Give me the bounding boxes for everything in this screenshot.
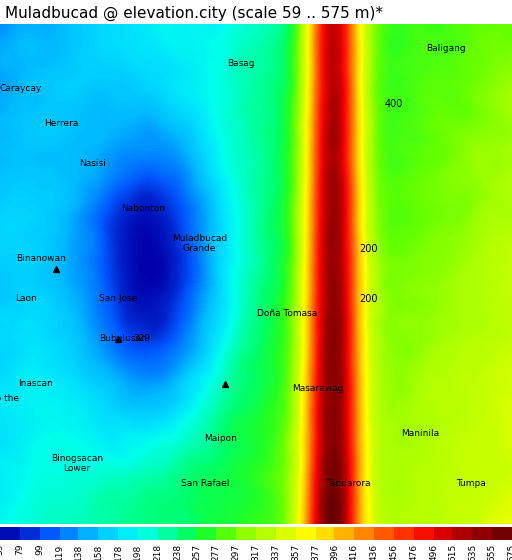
Bar	[394, 528, 414, 540]
Text: 496: 496	[429, 544, 438, 560]
Bar	[0, 528, 20, 540]
Bar	[334, 528, 354, 540]
Text: 515: 515	[448, 544, 457, 560]
Bar	[98, 528, 118, 540]
Bar	[492, 528, 512, 540]
Text: San Jose: San Jose	[99, 294, 137, 303]
Bar	[434, 528, 453, 540]
Text: 555: 555	[487, 544, 497, 560]
Bar	[236, 528, 256, 540]
Text: 436: 436	[370, 544, 378, 560]
Text: 200: 200	[359, 293, 378, 304]
Text: Maninila: Maninila	[401, 429, 439, 438]
Text: 317: 317	[251, 544, 261, 560]
Text: 377: 377	[311, 544, 320, 560]
Bar	[178, 528, 197, 540]
Bar	[374, 528, 394, 540]
Text: 200: 200	[359, 244, 378, 254]
Bar	[20, 528, 40, 540]
Text: 238: 238	[173, 544, 182, 560]
Text: 218: 218	[153, 544, 162, 560]
Text: Nabonton: Nabonton	[121, 204, 165, 213]
Text: San Rafael: San Rafael	[181, 479, 229, 488]
Bar	[59, 528, 78, 540]
Text: 277: 277	[212, 544, 221, 560]
Bar	[256, 528, 276, 540]
Bar	[40, 528, 59, 540]
Text: Basag: Basag	[227, 59, 254, 68]
Text: Nasisi: Nasisi	[79, 159, 105, 168]
Text: Doña Tomasa: Doña Tomasa	[257, 309, 317, 318]
Bar	[296, 528, 315, 540]
Text: 329: 329	[133, 334, 150, 343]
Text: 158: 158	[94, 544, 103, 560]
Text: 476: 476	[409, 544, 418, 560]
Text: 79: 79	[15, 544, 25, 555]
Text: Tumpa: Tumpa	[456, 479, 486, 488]
Text: Baligang: Baligang	[425, 44, 465, 53]
Text: to the: to the	[0, 394, 18, 403]
Text: Caraycay: Caraycay	[0, 84, 41, 93]
Bar	[315, 528, 334, 540]
Bar	[78, 528, 98, 540]
Text: 396: 396	[330, 544, 339, 560]
Bar	[138, 528, 158, 540]
Text: 198: 198	[134, 544, 142, 560]
Text: 416: 416	[350, 544, 359, 560]
Text: 257: 257	[192, 544, 201, 560]
Bar	[118, 528, 138, 540]
Bar	[472, 528, 492, 540]
Text: Tandarora: Tandarora	[326, 479, 371, 488]
Bar	[158, 528, 178, 540]
Bar	[276, 528, 296, 540]
Text: Muladbucad
Grande: Muladbucad Grande	[172, 234, 227, 253]
Text: 535: 535	[468, 544, 477, 560]
Text: Laon: Laon	[15, 294, 36, 303]
Bar	[216, 528, 236, 540]
Bar	[354, 528, 374, 540]
Bar	[414, 528, 434, 540]
Text: Masarawag: Masarawag	[292, 384, 343, 393]
Text: Muladbucad @ elevation.city (scale 59 .. 575 m)*: Muladbucad @ elevation.city (scale 59 ..…	[5, 6, 383, 21]
Text: 337: 337	[271, 544, 281, 560]
Text: 400: 400	[385, 99, 403, 109]
Text: Binogsacan
Lower: Binogsacan Lower	[51, 454, 103, 473]
Text: Binanowan: Binanowan	[16, 254, 66, 263]
Text: 575: 575	[507, 544, 512, 560]
Text: 138: 138	[74, 544, 83, 560]
Text: 456: 456	[390, 544, 398, 560]
Text: 59: 59	[0, 544, 5, 555]
Text: Bubulusan: Bubulusan	[99, 334, 147, 343]
Text: 297: 297	[231, 544, 241, 560]
Text: 99: 99	[35, 544, 44, 555]
Text: 357: 357	[291, 544, 300, 560]
Text: Inascan: Inascan	[18, 379, 53, 388]
Text: 119: 119	[55, 544, 64, 560]
Text: Herrera: Herrera	[44, 119, 79, 128]
Bar	[453, 528, 472, 540]
Bar	[197, 528, 216, 540]
Text: Maipon: Maipon	[204, 434, 237, 443]
Text: 178: 178	[114, 544, 122, 560]
